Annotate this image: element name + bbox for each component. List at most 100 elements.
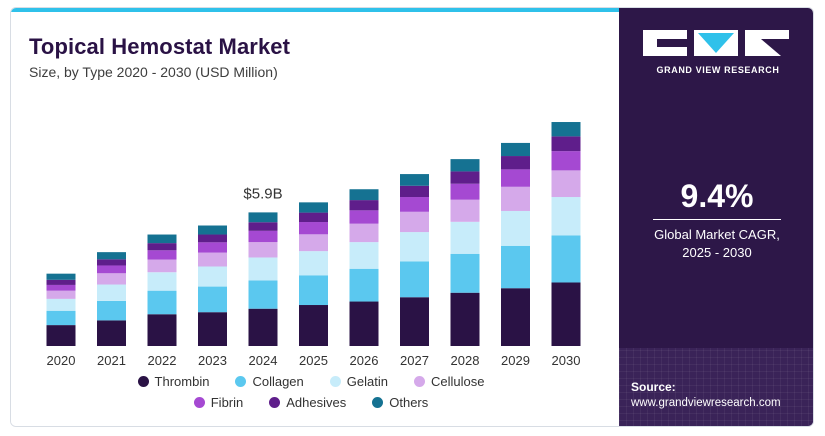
bar-segment-gelatin-2024: [248, 257, 278, 281]
x-tick-label-2020: 2020: [47, 353, 76, 368]
bar-segment-others-2021: [97, 252, 126, 260]
bar-segment-thrombin-2023: [198, 312, 227, 346]
bar-segment-fibrin-2029: [501, 169, 530, 187]
grand-view-research-logo: GRAND VIEW RESEARCH: [643, 30, 793, 75]
cagr-label-line1: Global Market CAGR,: [654, 227, 780, 242]
bar-segment-cellulose-2030: [551, 170, 581, 198]
bar-segment-others-2029: [501, 142, 530, 157]
divider: [653, 219, 781, 220]
bar-segment-adhesives-2025: [299, 212, 328, 223]
bar-segment-others-2020: [46, 273, 76, 280]
bar-segment-others-2022: [147, 234, 177, 244]
bar-segment-adhesives-2021: [97, 259, 126, 266]
bar-segment-fibrin-2026: [349, 210, 379, 224]
legend-label: Cellulose: [430, 374, 485, 389]
bar-segment-adhesives-2028: [450, 171, 480, 184]
bar-segment-cellulose-2024: [248, 242, 278, 258]
bar-segment-fibrin-2020: [46, 284, 76, 291]
bar-segment-collagen-2029: [501, 245, 530, 289]
legend-swatch: [269, 397, 281, 408]
bar-segment-cellulose-2028: [450, 199, 480, 222]
legend-item-thrombin: Thrombin: [137, 374, 209, 389]
bar-segment-others-2026: [349, 189, 379, 201]
chart-panel: Topical Hemostat Market Size, by Type 20…: [11, 12, 619, 426]
legend-label: Gelatin: [346, 374, 388, 389]
bar-segment-collagen-2027: [400, 261, 429, 298]
chart-legend: Thrombin Collagen Gelatin Cellulose Fibrin A…: [71, 374, 551, 416]
bar-segment-cellulose-2025: [299, 234, 328, 252]
x-tick-label-2025: 2025: [299, 353, 328, 368]
x-tick-label-2030: 2030: [552, 353, 581, 368]
bar-segment-others-2027: [400, 174, 429, 186]
bar-segment-cellulose-2020: [46, 290, 76, 299]
bar-segment-thrombin-2022: [147, 314, 177, 346]
bar-segment-cellulose-2021: [97, 273, 126, 285]
legend-swatch: [329, 376, 341, 387]
bar-segment-adhesives-2026: [349, 200, 379, 211]
bar-segment-cellulose-2022: [147, 259, 177, 273]
bar-segment-thrombin-2026: [349, 301, 379, 346]
bar-segment-fibrin-2022: [147, 250, 177, 260]
cagr-value: 9.4%: [680, 178, 754, 214]
logo-mark-icon: [643, 30, 793, 56]
bar-segment-adhesives-2027: [400, 185, 429, 198]
bar-segment-gelatin-2023: [198, 266, 227, 287]
bar-segment-cellulose-2026: [349, 223, 379, 243]
bar-segment-thrombin-2021: [97, 320, 126, 346]
bar-segment-collagen-2023: [198, 286, 227, 313]
bar-segment-gelatin-2030: [551, 197, 581, 236]
bar-segment-cellulose-2027: [400, 211, 429, 233]
bar-segment-collagen-2030: [551, 235, 581, 283]
legend-row: Fibrin Adhesives Others: [71, 395, 551, 410]
legend-swatch: [372, 397, 384, 408]
logo-shapes-icon: [643, 30, 789, 56]
bar-segment-gelatin-2029: [501, 210, 530, 246]
x-tick-label-2022: 2022: [148, 353, 177, 368]
bar-segment-thrombin-2024: [248, 308, 278, 346]
bar-segment-adhesives-2024: [248, 222, 278, 231]
bar-segment-thrombin-2020: [46, 325, 76, 346]
legend-swatch: [235, 376, 247, 387]
bar-segment-gelatin-2022: [147, 272, 177, 291]
bar-segment-cellulose-2029: [501, 186, 530, 211]
bar-segment-others-2025: [299, 202, 328, 213]
accent-bar: [11, 8, 619, 12]
legend-item-adhesives: Adhesives: [269, 395, 346, 410]
bar-segment-collagen-2021: [97, 300, 126, 321]
brand-name: GRAND VIEW RESEARCH: [656, 65, 780, 75]
bar-segment-others-2030: [551, 122, 581, 137]
data-label-total: $5.9B: [243, 185, 282, 202]
bar-segment-collagen-2020: [46, 310, 76, 326]
stacked-bar-chart: 2020 2021 2022 2023 $5.9B 2024 2025 2026 2027 202…: [46, 122, 581, 368]
bar-segment-fibrin-2030: [551, 151, 581, 171]
infographic-card: Topical Hemostat Market Size, by Type 20…: [10, 7, 814, 427]
bar-segment-gelatin-2020: [46, 298, 76, 311]
bar-segment-adhesives-2029: [501, 156, 530, 170]
legend-swatch: [413, 376, 425, 387]
legend-item-collagen: Collagen: [235, 374, 304, 389]
legend-item-gelatin: Gelatin: [329, 374, 388, 389]
bar-segment-collagen-2022: [147, 290, 177, 315]
bar-segment-fibrin-2024: [248, 230, 278, 243]
bar-segment-fibrin-2021: [97, 265, 126, 274]
bar-segment-thrombin-2025: [299, 305, 328, 346]
bar-segment-others-2028: [450, 159, 480, 172]
cagr-label-line2: 2025 - 2030: [682, 245, 752, 260]
bar-segment-gelatin-2025: [299, 251, 328, 276]
x-tick-label-2029: 2029: [501, 353, 530, 368]
source-url: www.grandviewresearch.com: [631, 397, 781, 409]
x-tick-label-2023: 2023: [198, 353, 227, 368]
bar-segment-thrombin-2030: [551, 282, 581, 346]
bar-segment-gelatin-2028: [450, 221, 480, 254]
legend-item-fibrin: Fibrin: [193, 395, 243, 410]
bar-segment-collagen-2028: [450, 253, 480, 293]
bar-segment-collagen-2025: [299, 275, 328, 306]
bar-segment-fibrin-2025: [299, 222, 328, 235]
chart-title: Topical Hemostat Market: [29, 34, 291, 59]
bar-segment-fibrin-2027: [400, 197, 429, 212]
bar-segment-others-2023: [198, 225, 227, 235]
side-panel: GRAND VIEW RESEARCH 9.4% Global Market C…: [619, 8, 813, 426]
bar-segment-thrombin-2029: [501, 288, 530, 346]
bar-segment-gelatin-2027: [400, 232, 429, 262]
x-tick-label-2024: 2024: [249, 353, 278, 368]
